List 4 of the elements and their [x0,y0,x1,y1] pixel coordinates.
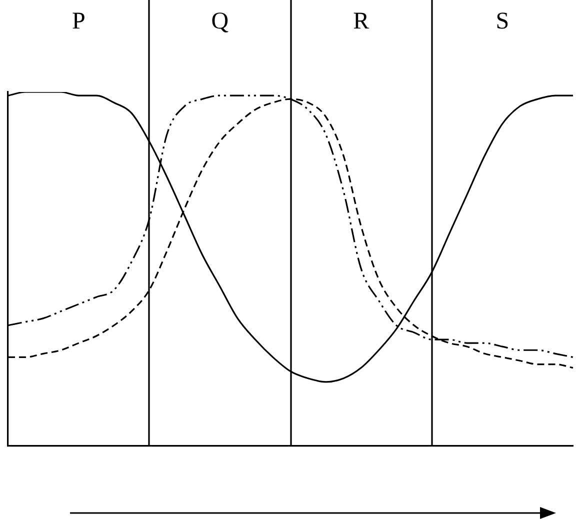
text: Q [211,8,229,34]
text: S [496,8,510,34]
text: P [72,8,86,34]
text: R [353,8,370,34]
